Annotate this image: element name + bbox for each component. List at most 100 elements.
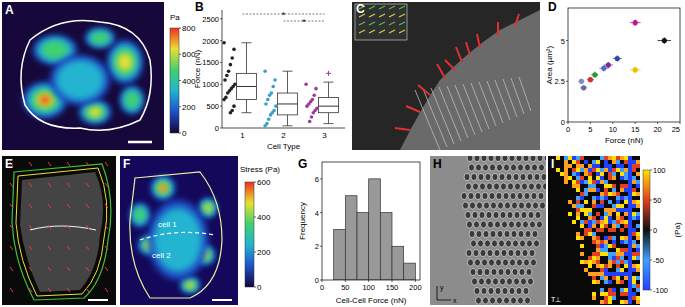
point	[229, 111, 233, 115]
cell	[477, 202, 483, 209]
stress-cell	[628, 208, 632, 212]
cell	[485, 173, 491, 180]
cell	[488, 156, 494, 162]
colorbar-tick	[179, 133, 181, 134]
stress-cell	[624, 200, 628, 204]
whisker-cap	[283, 125, 293, 126]
stress-cell	[584, 208, 588, 212]
point	[222, 98, 226, 102]
scale-bar	[88, 299, 108, 301]
cell	[494, 183, 500, 190]
stress-cell	[632, 160, 636, 164]
stress-cell	[608, 220, 612, 224]
cell	[475, 192, 481, 199]
cell	[478, 173, 484, 180]
stress-cell	[636, 296, 640, 300]
stress-cell	[628, 244, 632, 248]
y-tick	[566, 40, 568, 41]
force-arrow	[48, 246, 51, 250]
cell	[492, 173, 498, 180]
stress-cell	[588, 184, 592, 188]
stress-cell	[636, 164, 640, 168]
cell	[544, 156, 546, 162]
heat-blob	[132, 205, 148, 224]
cell	[495, 287, 501, 294]
colorbar-tick	[179, 54, 181, 55]
stress-cell	[604, 236, 608, 240]
cell	[498, 268, 504, 275]
stress-cell	[636, 268, 640, 272]
stress-cell	[612, 208, 616, 212]
whisker	[246, 100, 247, 113]
stress-cell	[636, 264, 640, 268]
cell	[522, 249, 528, 256]
heat-blob	[122, 89, 141, 111]
whisker	[287, 115, 288, 126]
colorbar: 0200400600800Pa	[170, 13, 196, 138]
whisker-cap	[324, 82, 334, 83]
heat-blob	[151, 176, 175, 200]
axis-arrow	[437, 286, 438, 300]
cell	[493, 211, 499, 218]
force-arrow	[29, 225, 32, 229]
cell	[513, 240, 519, 247]
cell	[496, 192, 502, 199]
stress-cell	[604, 268, 608, 272]
colorbar-tick-label: 200	[182, 103, 196, 112]
whisker	[328, 82, 329, 97]
point	[232, 48, 236, 52]
point	[274, 104, 278, 108]
point	[588, 77, 593, 82]
stress-cell	[620, 184, 624, 188]
cell	[514, 211, 520, 218]
stress-cell	[636, 256, 640, 260]
colorbar-tick-label: 400	[257, 213, 271, 222]
stress-cell	[600, 172, 604, 176]
point	[263, 124, 267, 128]
stress-cell	[576, 236, 580, 240]
stress-cell	[572, 168, 576, 172]
x-tick-label: 25	[672, 125, 680, 134]
stress-cell	[632, 192, 636, 196]
heat-blob	[154, 208, 202, 272]
stress-cell	[628, 252, 632, 256]
stress-cell	[620, 292, 624, 296]
stress-cell	[612, 220, 616, 224]
stress-cell	[604, 216, 608, 220]
cell	[476, 230, 482, 237]
cell	[472, 211, 478, 218]
panel-letter: I	[551, 157, 554, 171]
x-axis	[222, 128, 345, 129]
stress-cell	[604, 196, 608, 200]
stress-cell	[576, 200, 580, 204]
panel-letter: E	[5, 157, 13, 171]
annotation: *	[282, 10, 286, 20]
cell	[486, 211, 492, 218]
inset-arrow	[359, 22, 365, 25]
image-bg	[2, 2, 164, 150]
annotation: *	[302, 17, 306, 27]
y-axis-label: Area (µm²)	[545, 45, 554, 84]
stress-cell	[604, 272, 608, 276]
force-arrow	[437, 64, 445, 78]
inset-arrow	[379, 14, 385, 17]
cell	[503, 192, 509, 199]
x-tick-label: 1	[240, 131, 245, 140]
stress-cell	[620, 176, 624, 180]
stress-cell	[564, 164, 568, 168]
cell	[480, 249, 486, 256]
force-arrow	[48, 162, 51, 166]
heat-blob	[158, 183, 168, 193]
cell	[528, 211, 534, 218]
point	[308, 120, 312, 124]
stress-cell	[612, 244, 616, 248]
panel-letter: H	[433, 157, 442, 171]
point	[223, 78, 227, 82]
stress-cell	[620, 168, 624, 172]
stress-cell	[620, 164, 624, 168]
colorbar-tick-label: -50	[653, 256, 664, 265]
heat-blob	[160, 185, 165, 190]
stress-cell	[616, 268, 620, 272]
junction	[30, 226, 96, 230]
cell	[497, 164, 503, 171]
